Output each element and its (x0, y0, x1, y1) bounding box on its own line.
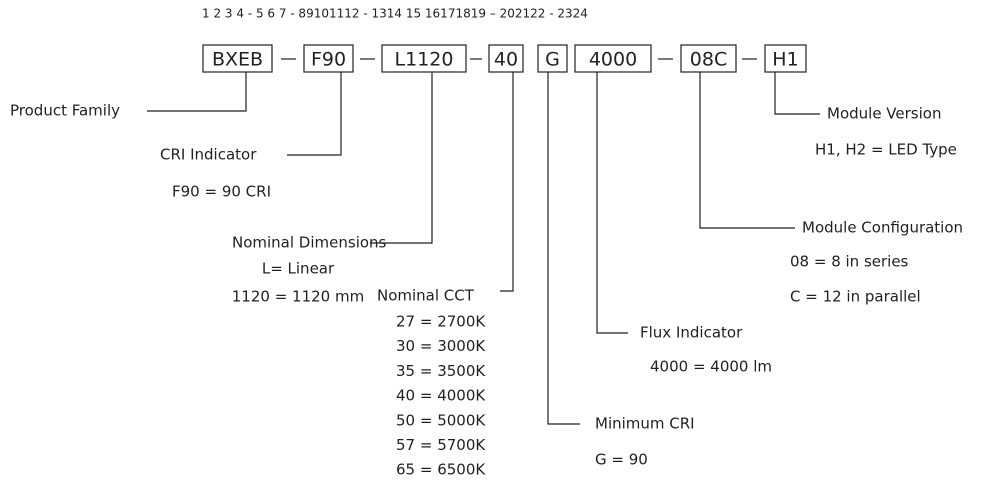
segment-detail: 65 = 6500K (396, 461, 486, 479)
segment-label: Nominal Dimensions (232, 234, 387, 252)
leader-line (500, 72, 514, 292)
segment-detail: 40 = 4000K (396, 387, 486, 405)
segment-label: Module Configuration (802, 219, 963, 237)
segment-detail: 08 = 8 in series (790, 253, 909, 271)
segment-label: Module Version (827, 105, 941, 123)
code-box (303, 44, 354, 73)
segment-detail: L= Linear (262, 260, 335, 278)
leader-line (596, 72, 628, 334)
code: G (545, 49, 560, 71)
segment-detail: 50 = 5000K (396, 411, 486, 429)
segment-label: CRI Indicator (160, 146, 257, 164)
code: 40 (494, 49, 518, 71)
code-box (381, 44, 467, 73)
leader-line (699, 72, 795, 229)
leader-line (370, 72, 433, 244)
leader-line (774, 72, 820, 115)
segment-detail: C = 12 in parallel (790, 288, 921, 306)
segment-detail: F90 = 90 CRI (172, 183, 271, 201)
segment-detail: 57 = 5700K (396, 436, 486, 454)
segment-detail: H1, H2 = LED Type (815, 141, 957, 159)
segment-detail: 4000 = 4000 lm (650, 358, 772, 376)
leader-line (147, 72, 247, 112)
segment-detail: 27 = 2700K (396, 313, 486, 331)
code: 08C (690, 49, 727, 71)
leader-line (547, 72, 580, 425)
segment-label: Nominal CCT (377, 287, 475, 305)
code: 4000 (589, 49, 637, 71)
code-box (764, 44, 807, 73)
code-box (574, 44, 652, 73)
code-box (680, 44, 737, 73)
leaders (147, 72, 820, 425)
segment-detail: 30 = 3000K (396, 337, 486, 355)
segment-label: Flux Indicator (640, 324, 743, 342)
code: F90 (311, 49, 346, 71)
segment-detail: G = 90 (595, 451, 648, 469)
segment-detail: 1120 = 1120 mm (232, 288, 364, 306)
code: H1 (772, 49, 798, 71)
segment-detail: 35 = 3500K (396, 362, 486, 380)
segment-label: Minimum CRI (595, 415, 695, 433)
code-box (202, 44, 273, 73)
code-box (537, 44, 568, 73)
code: BXEB (212, 49, 263, 71)
position-numbers: 1 2 3 4 - 5 6 7 - 89101112 - 1314 15 161… (202, 7, 588, 21)
leader-line (287, 72, 342, 156)
segment-label: Product Family (10, 102, 120, 120)
code: L1120 (395, 49, 454, 71)
code-box (488, 44, 524, 73)
